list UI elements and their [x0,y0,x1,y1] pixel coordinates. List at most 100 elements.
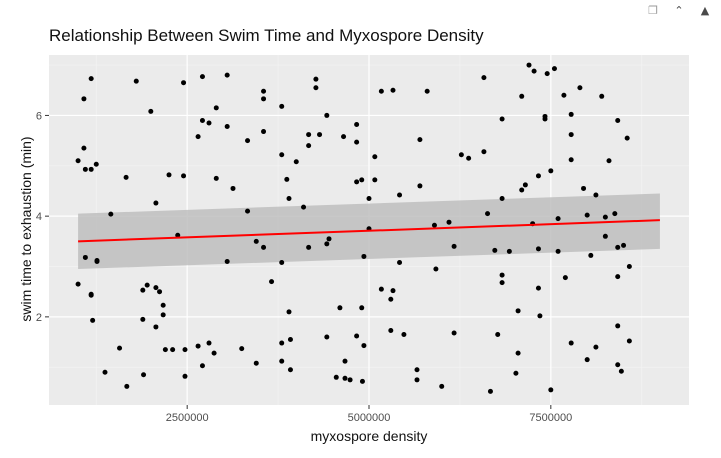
data-point [253,360,259,366]
data-point [108,211,114,217]
data-point [515,350,521,356]
data-point [324,334,330,340]
data-point [581,185,587,191]
data-point [153,324,159,330]
data-point [182,373,188,379]
data-point [347,377,353,383]
data-point [506,248,512,254]
data-point [195,134,201,140]
data-point [261,129,267,135]
data-point [451,330,457,336]
data-point [551,66,557,72]
data-point [245,208,251,214]
data-point [82,254,88,260]
data-point [359,305,365,311]
data-point [615,323,621,329]
data-point [341,134,347,140]
data-point [499,272,505,278]
data-point [481,75,487,81]
window-controls: ❐ ⌃ ▲ [645,2,713,18]
data-point [615,244,621,250]
data-point [279,340,285,346]
data-point [157,289,163,295]
data-point [261,244,267,250]
data-point [451,243,457,249]
x-axis-title: myxospore density [311,428,428,444]
data-point [354,139,360,145]
data-point [414,367,420,373]
data-point [213,175,219,181]
data-point [182,347,188,353]
data-point [361,343,367,349]
data-point [354,179,360,185]
data-point [519,187,525,193]
data-point [584,357,590,363]
regression-line [78,219,660,243]
data-point [306,132,312,138]
data-point [206,340,212,346]
data-point [615,362,621,368]
data-point [568,132,574,138]
data-point [499,116,505,122]
data-point [531,68,537,74]
data-point [414,377,420,383]
data-point [354,333,360,339]
collapse-icon[interactable]: ⌃ [674,3,684,17]
data-point [535,285,541,291]
data-point [577,85,583,91]
data-point [481,149,487,155]
data-point [458,152,464,158]
data-point [93,161,99,167]
data-point [206,120,212,126]
data-point [548,387,554,393]
data-point [279,152,285,158]
data-point [82,166,88,172]
data-point [588,252,594,258]
chart-title: Relationship Between Swim Time and Myxos… [49,26,484,45]
data-point [446,219,452,225]
data-point [621,242,627,248]
data-point [522,182,528,188]
data-point [361,253,367,259]
data-point [555,248,561,254]
data-point [287,337,293,343]
data-point [224,124,230,130]
data-point [306,143,312,149]
data-point [372,154,378,160]
data-point [535,246,541,252]
data-point [624,135,630,141]
data-point [301,204,307,210]
data-point [324,112,330,118]
data-point [123,174,129,180]
data-point [75,281,81,287]
data-point [199,74,205,80]
x-tick-label: 5000000 [348,412,391,424]
y-tick-label: 6 [36,110,42,122]
data-point [199,363,205,369]
data-point [148,108,154,114]
data-point [239,346,245,352]
data-point [354,121,360,127]
data-point [439,383,445,389]
data-point [378,88,384,94]
data-point [513,370,519,376]
data-point [253,238,259,244]
data-point [195,343,201,349]
data-point [279,358,285,364]
data-point [181,173,187,179]
data-point [88,76,94,82]
data-point [90,317,96,323]
data-point [342,375,348,381]
expand-icon[interactable]: ▲ [700,3,710,17]
data-point [140,316,146,322]
data-point [287,367,293,373]
data-point [279,259,285,265]
data-point [388,296,394,302]
popout-icon[interactable]: ❐ [648,3,658,17]
data-point [390,87,396,93]
data-point [537,313,543,319]
data-point [366,196,372,202]
data-point [599,93,605,99]
data-point [75,158,81,164]
